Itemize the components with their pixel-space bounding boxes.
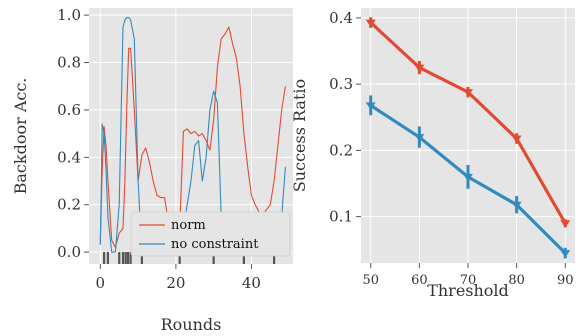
y-tick-label: 0.6 xyxy=(57,101,81,119)
data-point xyxy=(560,250,571,258)
x-tick-label: 50 xyxy=(362,273,379,288)
y-tick-label: 0.4 xyxy=(57,148,81,166)
y-tick-label: 0.4 xyxy=(329,9,353,27)
x-tick-label: 40 xyxy=(242,274,261,292)
legend-box xyxy=(130,211,291,257)
data-point xyxy=(511,135,522,143)
x-tick-label: 70 xyxy=(460,273,477,288)
y-tick-label: 0.0 xyxy=(57,243,81,261)
x-tick-label: 0 xyxy=(96,274,106,292)
x-axis-label: Rounds xyxy=(161,315,222,334)
chart-left-backdoor-accuracy: 0.0 0.2 0.4 0.6 0.8 1.0 0 20 40 Rounds Backdoor Ac… xyxy=(11,6,293,334)
y-tick-label: 0.2 xyxy=(57,196,81,214)
y-axis-label: Backdoor Acc. xyxy=(11,78,30,195)
legend-label: norm xyxy=(171,218,206,233)
legend: norm no constraint xyxy=(130,211,291,257)
y-tick-label: 0.8 xyxy=(57,54,81,72)
series-line-norm xyxy=(99,26,286,248)
y-tick-label: 0.1 xyxy=(329,208,353,226)
data-point xyxy=(463,89,473,97)
series-marks xyxy=(365,17,571,259)
data-point xyxy=(414,64,425,73)
x-tick-label: 20 xyxy=(166,274,185,292)
chart-right-success-ratio: 0.1 0.2 0.3 0.4 50 60 70 80 90 Threshold Success R… xyxy=(290,8,575,300)
data-point xyxy=(365,102,376,110)
data-point xyxy=(365,19,376,28)
data-point xyxy=(414,134,425,142)
data-point xyxy=(560,220,571,228)
legend-label: no constraint xyxy=(171,237,259,252)
data-point xyxy=(463,173,473,182)
y-tick-label: 0.2 xyxy=(329,141,353,159)
x-axis-label: Threshold xyxy=(427,281,509,300)
data-point xyxy=(511,201,522,210)
x-tick-label: 90 xyxy=(557,273,574,288)
x-tick-label: 60 xyxy=(411,273,428,288)
y-tick-label: 0.3 xyxy=(329,75,353,93)
y-tick-label: 1.0 xyxy=(57,6,81,24)
x-tick-label: 80 xyxy=(508,273,525,288)
y-axis-label: Success Ratio xyxy=(290,79,309,192)
